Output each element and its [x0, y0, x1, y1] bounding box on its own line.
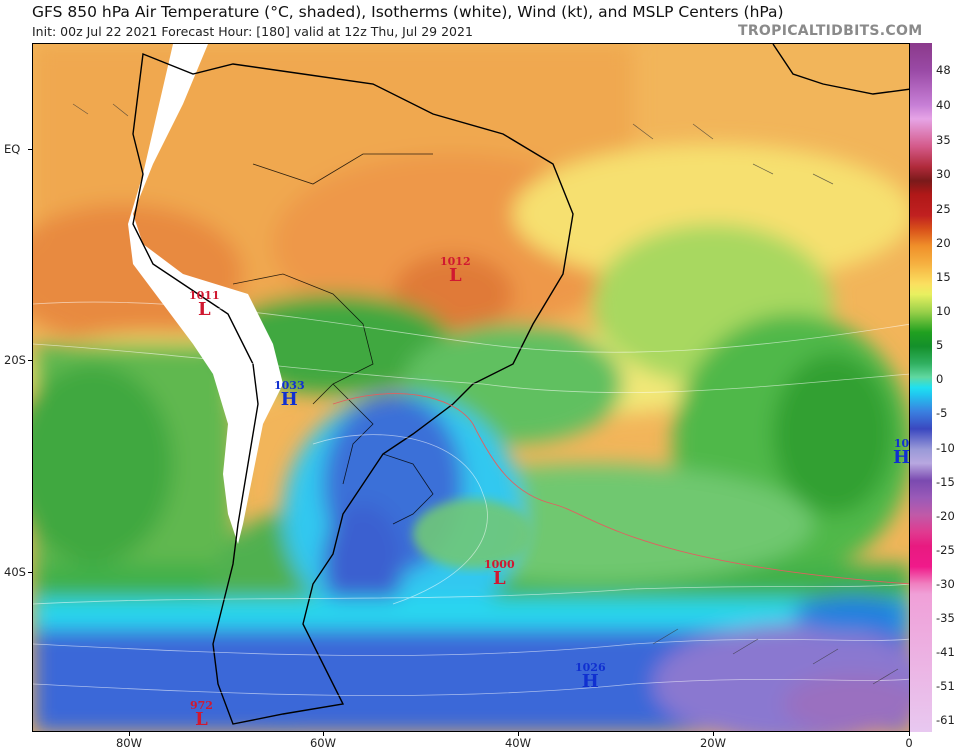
lon-label-40w: 40W [504, 736, 532, 750]
lat-tick-eq [28, 149, 32, 150]
colorbar-label: 10 [936, 304, 951, 318]
colorbar-label: 20 [936, 236, 951, 250]
colorbar-label: -15 [936, 475, 955, 489]
lon-label-20w: 20W [699, 736, 727, 750]
colorbar-label: -25 [936, 543, 955, 557]
colorbar-label: 35 [936, 133, 951, 147]
pressure-value: 1000 [484, 558, 515, 571]
colorbar-label: -51 [936, 679, 955, 693]
lon-tick-20w [713, 732, 714, 736]
colorbar-label: 15 [936, 270, 951, 284]
high-symbol: H [581, 671, 599, 692]
chart-subtitle: Init: 00z Jul 22 2021 Forecast Hour: [18… [32, 24, 473, 39]
pressure-value: 1011 [189, 289, 220, 302]
low-symbol: L [197, 299, 211, 320]
pressure-low-972: 972 L [190, 700, 213, 729]
lon-tick-40w [518, 732, 519, 736]
colorbar-label: -30 [936, 577, 955, 591]
temperature-colorbar [910, 43, 932, 732]
low-symbol: L [195, 709, 208, 730]
temperature-map [33, 44, 909, 731]
colorbar-label: 25 [936, 202, 951, 216]
high-symbol: H [893, 447, 911, 468]
chart-title: GFS 850 hPa Air Temperature (°C, shaded)… [32, 3, 784, 21]
colorbar-label: -61 [936, 713, 955, 727]
pressure-high-edge: 10 H [893, 438, 910, 467]
low-symbol: L [492, 568, 506, 589]
colorbar-label: -5 [936, 406, 948, 420]
colorbar-label: 48 [936, 63, 951, 77]
lon-tick-80w [129, 732, 130, 736]
lat-label-eq: EQ [4, 142, 21, 156]
lon-label-60w: 60W [309, 736, 337, 750]
brand-watermark: TROPICALTIDBITS.COM [738, 23, 923, 39]
lat-tick-40s [28, 572, 32, 573]
colorbar-label: 5 [936, 338, 944, 352]
pressure-value: 1012 [440, 255, 471, 268]
lon-tick-60w [323, 732, 324, 736]
colorbar-label: -41 [936, 645, 955, 659]
colorbar-label: 0 [936, 372, 944, 386]
colorbar-label: -20 [936, 509, 955, 523]
pressure-value: 10 [893, 437, 910, 450]
lon-tick-0 [909, 732, 910, 736]
pressure-value: 972 [190, 699, 213, 712]
lat-tick-20s [28, 360, 32, 361]
lat-label-40s: 40S [4, 565, 26, 579]
colorbar-label: -10 [936, 441, 955, 455]
lat-label-20s: 20S [4, 353, 26, 367]
pressure-value: 1026 [575, 661, 606, 674]
map-panel [32, 43, 910, 732]
pressure-high-1033: 1033 H [274, 380, 305, 409]
low-symbol: L [448, 265, 462, 286]
pressure-low-1011: 1011 L [189, 290, 220, 319]
pressure-low-1000: 1000 L [484, 559, 515, 588]
colorbar-label: 30 [936, 167, 951, 181]
pressure-value: 1033 [274, 379, 305, 392]
colorbar-label: -35 [936, 611, 955, 625]
colorbar-label: 40 [936, 98, 951, 112]
lon-label-80w: 80W [115, 736, 143, 750]
pressure-high-1026: 1026 H [575, 662, 606, 691]
lon-label-0: 0 [905, 736, 913, 750]
high-symbol: H [280, 389, 298, 410]
pressure-low-1012: 1012 L [440, 256, 471, 285]
